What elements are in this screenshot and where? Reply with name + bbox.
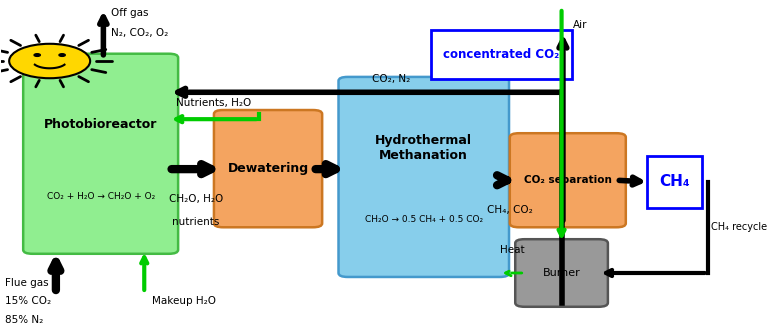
- Text: Dewatering: Dewatering: [227, 162, 309, 175]
- Text: N₂, CO₂, O₂: N₂, CO₂, O₂: [111, 28, 169, 38]
- Circle shape: [9, 44, 90, 78]
- Text: Flue gas: Flue gas: [5, 278, 49, 288]
- FancyBboxPatch shape: [214, 110, 322, 227]
- Text: CH₄: CH₄: [659, 174, 690, 189]
- Circle shape: [34, 54, 40, 56]
- FancyBboxPatch shape: [647, 156, 702, 208]
- Text: Burner: Burner: [543, 268, 580, 278]
- FancyBboxPatch shape: [339, 77, 509, 277]
- Text: CH₂O → 0.5 CH₄ + 0.5 CO₂: CH₂O → 0.5 CH₄ + 0.5 CO₂: [365, 215, 483, 224]
- Text: Hydrothermal
Methanation: Hydrothermal Methanation: [376, 134, 472, 162]
- Text: Heat: Heat: [500, 245, 524, 255]
- FancyBboxPatch shape: [510, 133, 626, 227]
- Text: CO₂, N₂: CO₂, N₂: [372, 74, 410, 85]
- Text: CH₄ recycle: CH₄ recycle: [711, 222, 768, 232]
- FancyBboxPatch shape: [515, 239, 608, 307]
- Text: Photobioreactor: Photobioreactor: [44, 119, 158, 132]
- Text: CO₂ separation: CO₂ separation: [524, 175, 612, 185]
- Text: concentrated CO₂: concentrated CO₂: [444, 48, 560, 61]
- FancyBboxPatch shape: [431, 30, 572, 78]
- Text: CO₂ + H₂O → CH₂O + O₂: CO₂ + H₂O → CH₂O + O₂: [46, 191, 154, 200]
- FancyBboxPatch shape: [24, 54, 178, 254]
- Text: 15% CO₂: 15% CO₂: [5, 297, 52, 307]
- Text: Nutrients, H₂O: Nutrients, H₂O: [176, 98, 252, 108]
- Text: nutrients: nutrients: [172, 217, 220, 227]
- Text: Makeup H₂O: Makeup H₂O: [152, 297, 216, 307]
- Text: CH₂O, H₂O: CH₂O, H₂O: [169, 194, 223, 204]
- Text: 85% N₂: 85% N₂: [5, 315, 44, 325]
- Text: Air: Air: [573, 20, 588, 30]
- Text: Off gas: Off gas: [111, 8, 149, 18]
- Circle shape: [59, 54, 65, 56]
- Text: CH₄, CO₂: CH₄, CO₂: [487, 205, 532, 215]
